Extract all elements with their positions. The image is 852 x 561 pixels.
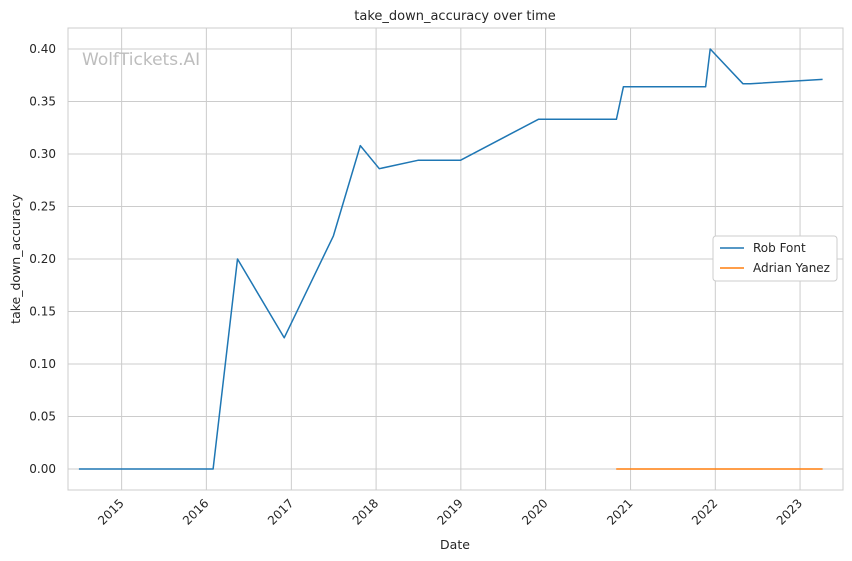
legend-label-adrian-yanez: Adrian Yanez bbox=[753, 261, 830, 275]
grid bbox=[68, 28, 843, 490]
y-tick-label: 0.00 bbox=[29, 462, 56, 476]
chart-title: take_down_accuracy over time bbox=[354, 9, 555, 24]
series-line-rob-font bbox=[78, 48, 823, 470]
y-tick-label: 0.10 bbox=[29, 357, 56, 371]
y-tick-label: 0.25 bbox=[29, 200, 56, 214]
legend-label-rob-font: Rob Font bbox=[753, 241, 806, 255]
y-tick-label: 0.20 bbox=[29, 252, 56, 266]
y-tick-label: 0.35 bbox=[29, 95, 56, 109]
y-tick-label: 0.30 bbox=[29, 147, 56, 161]
plot-frame bbox=[67, 27, 844, 491]
x-axis: 2015 2016 2017 2018 2019 2020 2021 2022 2023 bbox=[95, 496, 805, 527]
y-axis: 0.00 0.05 0.10 0.15 0.20 0.25 0.30 0.35 0.40 bbox=[29, 42, 56, 476]
legend: Rob Font Adrian Yanez bbox=[712, 235, 838, 282]
y-axis-label: take_down_accuracy bbox=[8, 194, 23, 324]
x-axis-label: Date bbox=[440, 537, 470, 552]
y-tick-label: 0.40 bbox=[29, 42, 56, 56]
y-tick-label: 0.15 bbox=[29, 305, 56, 319]
y-tick-label: 0.05 bbox=[29, 410, 56, 424]
series-lines bbox=[78, 48, 823, 470]
watermark-text: WolfTickets.AI bbox=[82, 50, 200, 70]
